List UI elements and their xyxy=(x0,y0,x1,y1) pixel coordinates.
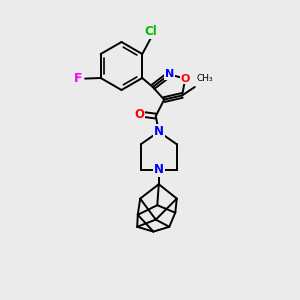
Text: O: O xyxy=(134,108,144,121)
Text: F: F xyxy=(74,72,83,85)
Text: CH₃: CH₃ xyxy=(196,74,213,83)
Text: N: N xyxy=(154,125,164,138)
Text: N: N xyxy=(165,69,174,80)
Text: Cl: Cl xyxy=(145,25,158,38)
Text: N: N xyxy=(154,163,164,176)
Text: O: O xyxy=(181,74,190,84)
